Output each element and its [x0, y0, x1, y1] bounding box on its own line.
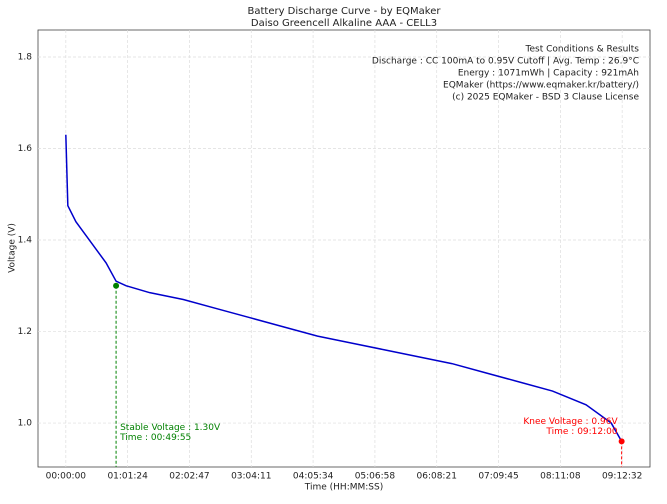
plot-area	[37, 29, 651, 468]
info-text: Energy : 1071mWh | Capacity : 921mAh	[458, 69, 639, 79]
x-tick-label: 02:02:47	[169, 472, 209, 482]
x-tick-label: 04:05:34	[293, 472, 334, 482]
x-tick-label: 09:12:32	[602, 472, 642, 482]
info-text: (c) 2025 EQMaker - BSD 3 Clause License	[452, 93, 639, 103]
info-text: Test Conditions & Results	[525, 45, 640, 55]
info-text: EQMaker (https://www.eqmaker.kr/battery/…	[443, 81, 639, 91]
x-tick-label: 01:01:24	[107, 472, 148, 482]
y-tick-label: 1.6	[18, 144, 33, 154]
x-tick-label: 00:00:00	[46, 472, 87, 482]
x-tick-label: 08:11:08	[540, 472, 581, 482]
y-tick-label: 1.4	[18, 236, 33, 246]
x-tick-label: 07:09:45	[478, 472, 518, 482]
x-tick-label: 05:06:58	[355, 472, 396, 482]
y-axis-label: Voltage (V)	[8, 223, 18, 273]
y-tick-label: 1.2	[18, 327, 32, 337]
annotation-label: Stable Voltage : 1.30V	[120, 423, 221, 433]
annotation-label: Time : 09:12:00	[545, 427, 617, 437]
chart-subtitle: Daiso Greencell Alkaline AAA - CELL3	[251, 18, 437, 29]
x-tick-label: 06:08:21	[417, 472, 457, 482]
data-line	[65, 134, 623, 442]
y-tick-label: 1.0	[18, 419, 33, 429]
annotation-label: Knee Voltage : 0.96V	[523, 417, 618, 427]
annotation-label: Time : 00:49:55	[119, 433, 191, 443]
x-axis-label: Time (HH:MM:SS)	[304, 483, 383, 493]
annotation-point	[113, 282, 120, 289]
chart-title: Battery Discharge Curve - by EQMaker	[247, 6, 441, 17]
info-text: Discharge : CC 100mA to 0.95V Cutoff | A…	[372, 57, 639, 67]
annotation-point	[618, 438, 625, 445]
x-tick-label: 03:04:11	[231, 472, 271, 482]
y-tick-label: 1.8	[18, 52, 33, 62]
